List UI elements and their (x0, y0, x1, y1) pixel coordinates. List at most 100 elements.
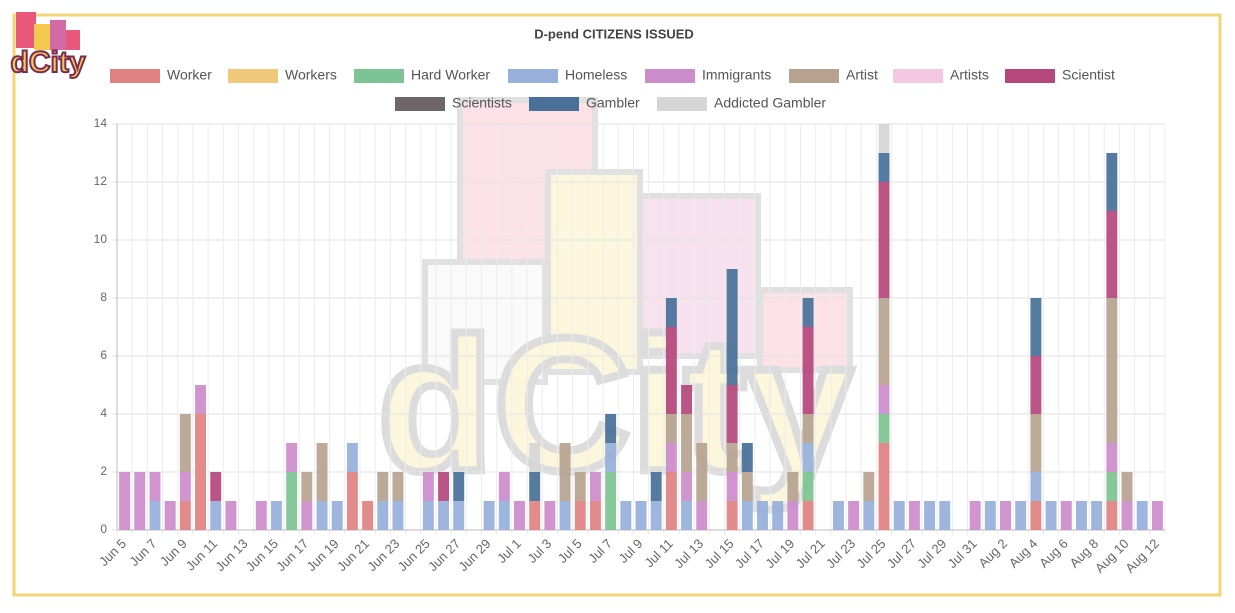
bar-segment (392, 501, 404, 530)
bar-segment (741, 472, 753, 501)
bar-segment (210, 501, 222, 530)
bar-segment (1106, 472, 1118, 501)
bar-segment (620, 501, 632, 530)
legend-swatch (645, 69, 695, 83)
bar-segment (681, 472, 693, 501)
bar-segment (377, 472, 389, 501)
bar-segment (195, 385, 207, 414)
legend-label: Hard Worker (411, 67, 490, 83)
bar-segment (1030, 414, 1042, 472)
bar-segment (635, 501, 647, 530)
bar-segment (1030, 472, 1042, 501)
bar-segment (331, 501, 343, 530)
plot (112, 123, 1166, 535)
bar-segment (741, 443, 753, 472)
bar-segment (498, 472, 510, 501)
bar-segment (726, 385, 738, 443)
bar-segment (665, 414, 677, 443)
bar-segment (1045, 501, 1057, 530)
bar-segment (848, 501, 860, 530)
bar-segment (1106, 443, 1118, 472)
bar-segment (681, 385, 693, 414)
bar-segment (726, 472, 738, 501)
bar-segment (574, 472, 586, 501)
bar-segment (589, 501, 601, 530)
bar-segment (696, 501, 708, 530)
bar-segment (741, 501, 753, 530)
bar-segment (802, 298, 814, 327)
bar-segment (665, 327, 677, 414)
bar-segment (362, 501, 374, 530)
bar-segment (346, 472, 358, 530)
bar-segment (878, 153, 890, 182)
bar-segment (149, 501, 161, 530)
bar-segment (802, 501, 814, 530)
bar-segment (878, 443, 890, 530)
bar-segment (301, 472, 313, 501)
bar-segment (544, 501, 556, 530)
bar-segment (787, 501, 799, 530)
bar-segment (802, 443, 814, 472)
logo-text: dCity (11, 46, 86, 79)
bar-segment (726, 443, 738, 472)
bar-segment (605, 472, 617, 530)
bar-segment (179, 501, 191, 530)
bar-segment (1091, 501, 1103, 530)
bar-segment (650, 472, 662, 501)
bar-segment (650, 501, 662, 530)
legend-swatch (529, 97, 579, 111)
bar-segment (255, 501, 267, 530)
legend-label: Addicted Gambler (714, 95, 826, 111)
logo: dCity (10, 12, 87, 80)
bar-segment (757, 501, 768, 530)
legend-label: Gambler (586, 95, 640, 111)
y-tick-label: 10 (94, 232, 108, 246)
bar-segment (832, 501, 844, 530)
bar-segment (346, 443, 358, 472)
legend-label: Worker (167, 67, 212, 83)
watermark: dCity (374, 97, 857, 515)
bar-segment (316, 501, 328, 530)
bar-segment (422, 472, 434, 501)
y-tick-label: 12 (94, 174, 108, 188)
bar-segment (1030, 501, 1042, 530)
bar-segment (377, 501, 389, 530)
bar-segment (210, 472, 222, 501)
legend-label: Homeless (565, 67, 627, 83)
bar-segment (681, 414, 693, 472)
legend-label: Artists (950, 67, 989, 83)
bar-segment (119, 472, 131, 530)
chart-title: D-pend CITIZENS ISSUED (534, 26, 694, 41)
legend-swatch (508, 69, 558, 83)
bar-segment (1030, 298, 1042, 356)
legend-swatch (228, 69, 278, 83)
bar-segment (498, 501, 510, 530)
y-tick-label: 2 (100, 464, 107, 478)
bar-segment (863, 472, 875, 501)
y-tick-label: 8 (100, 290, 107, 304)
bar-segment (726, 269, 738, 385)
bar-segment (514, 501, 525, 530)
legend-label: Artist (846, 67, 878, 83)
bar-segment (392, 472, 404, 501)
bar-segment (665, 298, 677, 327)
bar-segment (665, 443, 677, 472)
legend-swatch (657, 97, 707, 111)
bar-segment (878, 298, 890, 385)
bar-segment (529, 501, 541, 530)
bar-segment (605, 443, 617, 472)
bar-segment (802, 414, 814, 443)
bar-segment (164, 501, 176, 530)
bar-segment (1030, 356, 1042, 414)
bar-segment (316, 443, 328, 501)
bar-segment (939, 501, 951, 530)
bar-segment (665, 472, 677, 530)
bar-segment (1136, 501, 1148, 530)
bar-segment (589, 472, 601, 501)
bar-segment (286, 443, 298, 472)
bar-segment (529, 472, 541, 501)
bar-segment (195, 414, 207, 530)
y-tick-label: 6 (100, 348, 107, 362)
bar-segment (681, 501, 693, 530)
